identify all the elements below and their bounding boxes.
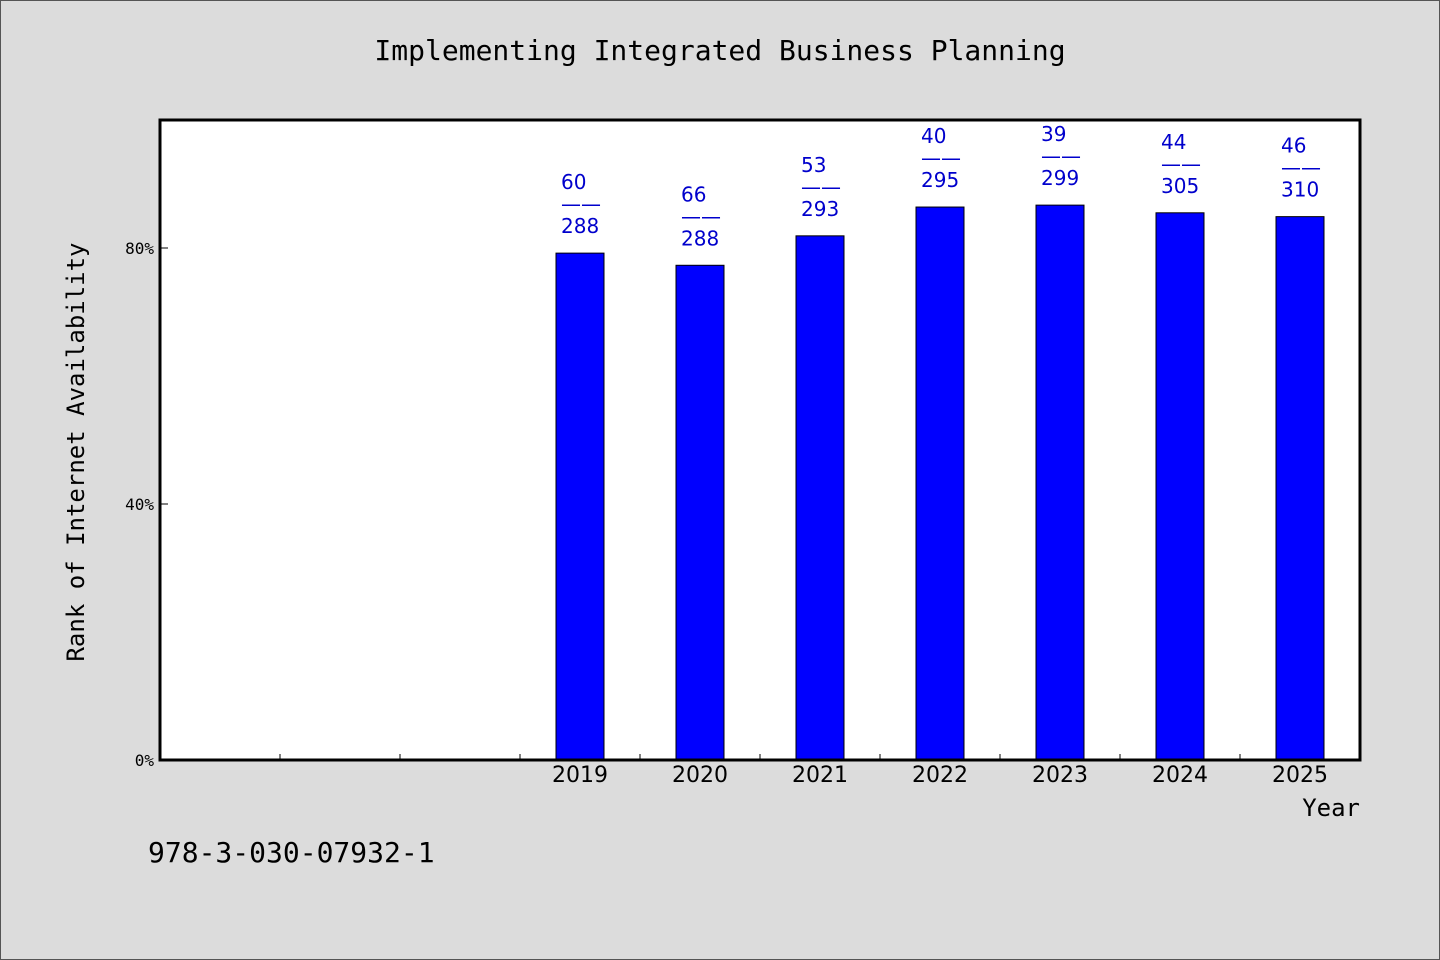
data-label-top: 39 xyxy=(1041,122,1066,146)
data-label-bottom: 288 xyxy=(561,214,599,238)
data-label-top: 60 xyxy=(561,170,586,194)
x-tick-label: 2024 xyxy=(1152,763,1208,788)
data-label-top: 53 xyxy=(801,153,826,177)
x-axis-label: Year xyxy=(1302,794,1360,822)
data-label-separator: —— xyxy=(561,192,601,216)
y-tick-labels: 0% 40% 80% xyxy=(125,239,154,770)
data-label-separator: —— xyxy=(1161,152,1201,176)
data-label-top: 40 xyxy=(921,124,946,148)
bar-2024 xyxy=(1155,212,1205,761)
bars xyxy=(555,204,1325,761)
data-label-top: 46 xyxy=(1281,134,1306,158)
data-label-separator: —— xyxy=(921,146,961,170)
y-tick-label: 40% xyxy=(125,495,154,514)
data-label-top: 66 xyxy=(681,182,706,206)
data-label-separator: —— xyxy=(1041,144,1081,168)
y-axis-label: Rank of Internet Availability xyxy=(62,242,90,661)
data-label-top: 44 xyxy=(1161,130,1186,154)
x-tick-label: 2020 xyxy=(672,763,728,788)
bar-2020 xyxy=(675,264,725,761)
bar-2021 xyxy=(795,235,845,761)
chart-title: Implementing Integrated Business Plannin… xyxy=(374,34,1065,67)
bar-2019 xyxy=(555,252,605,761)
data-label-bottom: 310 xyxy=(1281,178,1319,202)
data-label-bottom: 293 xyxy=(801,197,839,221)
x-tick-label: 2019 xyxy=(552,763,608,788)
bar-2025 xyxy=(1275,216,1325,761)
data-labels: 288——60288——66293——53295——40299——39305——… xyxy=(561,122,1321,250)
x-tick-label: 2021 xyxy=(792,763,848,788)
data-label-separator: —— xyxy=(1281,156,1321,180)
data-label-bottom: 295 xyxy=(921,168,959,192)
footer-id: 978-3-030-07932-1 xyxy=(148,836,435,869)
data-label-separator: —— xyxy=(801,175,841,199)
data-label-bottom: 299 xyxy=(1041,166,1079,190)
plot-border xyxy=(158,118,1362,762)
data-label-bottom: 305 xyxy=(1161,174,1199,198)
x-tick-labels: 2019 2020 2021 2022 2023 2024 2025 xyxy=(552,763,1328,788)
data-label-bottom: 288 xyxy=(681,226,719,250)
x-tick-label: 2022 xyxy=(912,763,968,788)
y-tick-label: 80% xyxy=(125,239,154,258)
bar-2023 xyxy=(1035,204,1085,761)
x-tick-label: 2023 xyxy=(1032,763,1088,788)
x-tick-label: 2025 xyxy=(1272,763,1328,788)
bar-2022 xyxy=(915,206,965,761)
y-tick-label: 0% xyxy=(135,751,155,770)
data-label-separator: —— xyxy=(681,204,721,228)
